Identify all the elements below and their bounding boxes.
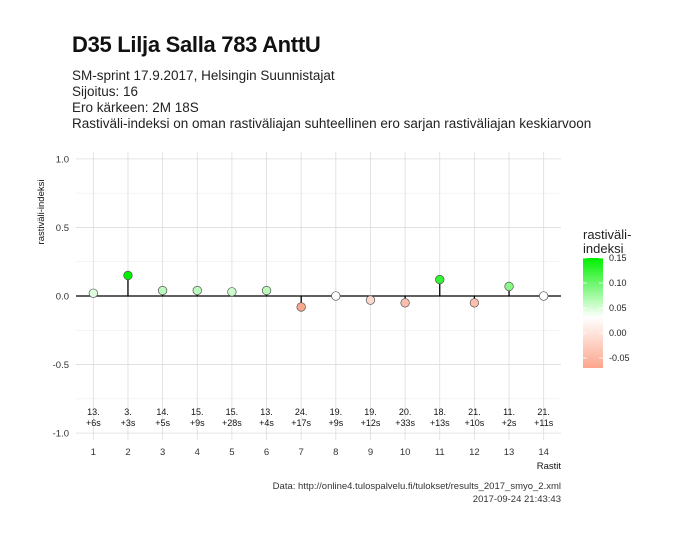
x-tick-label-10: 11 <box>435 447 445 458</box>
point-9 <box>365 295 376 305</box>
rank-label-4: 15. <box>191 407 204 417</box>
rank-label-13: 11. <box>503 407 515 417</box>
x-tick-label-4: 5 <box>229 447 234 458</box>
point-10 <box>400 298 410 308</box>
axes: -1.0-0.50.00.51.01 2 3 4 5 6 7 8 9 10 11 12 13 14Rast… <box>36 154 561 472</box>
diff-label-6: +4s <box>259 418 274 428</box>
diff-label-4: +9s <box>190 418 205 428</box>
x-tick-label-8: 9 <box>368 447 373 458</box>
subtitle-line-description: Rastiväli-indeksi on oman rastiväliajan … <box>72 116 592 131</box>
chart-title: D35 Lilja Salla 783 AnttU <box>72 32 321 57</box>
subtitle-line-gap: Ero kärkeen: 2M 18S <box>72 100 199 115</box>
x-tick-label-12: 13 <box>504 447 515 458</box>
rank-label-1: 13. <box>87 407 100 417</box>
subtitle-line-event: SM-sprint 17.9.2017, Helsingin Suunnista… <box>72 68 335 83</box>
y-tick-label-0: -1.0 <box>53 429 69 440</box>
grid-lines <box>76 152 561 440</box>
diff-label-10: +33s <box>395 418 415 428</box>
rank-label-7: 24. <box>295 407 308 417</box>
point-1 <box>88 288 98 298</box>
diff-label-3: +5s <box>155 418 170 428</box>
x-tick-label-11: 12 <box>469 447 480 458</box>
color-legend: 0.15 0.10 0.05 0.00 -0.05 <box>583 253 630 368</box>
point-14 <box>539 291 549 301</box>
legend-tick-label-3: 0.00 <box>609 328 627 338</box>
point-13 <box>504 281 514 292</box>
rank-label-5: 15. <box>226 407 239 417</box>
legend-title-line-1: rastiväli- <box>583 227 632 242</box>
diff-label-14: +11s <box>534 418 554 428</box>
y-tick-label-1: -0.5 <box>53 360 69 371</box>
control-labels: 13. 3. 14. 15. 15. 13. 24. 19. 19. 20. 18. 21. 11. 21… <box>86 407 554 428</box>
x-tick-label-6: 7 <box>299 447 304 458</box>
caption-timestamp: 2017-09-24 21:43:43 <box>472 494 561 505</box>
diff-label-5: +28s <box>222 418 242 428</box>
rank-label-12: 21. <box>468 407 481 417</box>
diff-label-12: +10s <box>465 418 485 428</box>
point-5 <box>227 287 237 297</box>
legend-tick-label-1: 0.10 <box>609 278 627 288</box>
diff-label-1: +6s <box>86 418 101 428</box>
x-tick-label-13: 14 <box>538 447 549 458</box>
legend-colorbar <box>583 258 603 368</box>
diff-label-7: +17s <box>291 418 311 428</box>
x-tick-label-3: 4 <box>195 447 200 458</box>
diff-label-2: +3s <box>121 418 136 428</box>
point-2 <box>123 270 133 281</box>
x-tick-label-7: 8 <box>333 447 338 458</box>
point-7 <box>296 302 306 312</box>
chart-subtitle: SM-sprint 17.9.2017, Helsingin Suunnista… <box>72 68 591 132</box>
y-axis-title: rastiväli-indeksi <box>36 180 47 245</box>
rank-label-11: 18. <box>433 407 446 417</box>
legend-tick-label-0: 0.15 <box>609 253 627 263</box>
rank-label-9: 19. <box>364 407 377 417</box>
rank-label-10: 20. <box>399 407 412 417</box>
point-8 <box>331 291 341 301</box>
rank-label-6: 13. <box>260 407 273 417</box>
legend-tick-label-4: -0.05 <box>609 353 630 363</box>
legend-tick-label-2: 0.05 <box>609 303 627 313</box>
x-tick-label-2: 3 <box>160 447 165 458</box>
point-3 <box>157 285 168 296</box>
subtitle-line-rank: Sijoitus: 16 <box>72 84 139 99</box>
data-marks <box>88 270 549 312</box>
y-tick-label-4: 1.0 <box>56 154 69 165</box>
point-12 <box>469 298 480 308</box>
rank-label-3: 14. <box>156 407 169 417</box>
diff-label-8: +9s <box>328 418 343 428</box>
y-tick-label-3: 0.5 <box>56 223 69 234</box>
chart-caption: Data: http://online4.tulospalvelu.fi/tul… <box>273 480 561 506</box>
rank-label-2: 3. <box>124 407 132 417</box>
rank-label-14: 21. <box>537 407 550 417</box>
legend-title: rastiväli- indeksi <box>583 228 631 256</box>
point-11 <box>435 274 445 285</box>
diff-label-13: +2s <box>502 418 517 428</box>
caption-source: Data: http://online4.tulospalvelu.fi/tul… <box>272 481 561 492</box>
diff-label-9: +12s <box>361 418 381 428</box>
x-tick-label-5: 6 <box>264 447 269 458</box>
x-tick-label-9: 10 <box>400 447 411 458</box>
rank-label-8: 19. <box>330 407 343 417</box>
x-tick-label-0: 1 <box>91 447 96 458</box>
x-axis-title: Rastit <box>537 461 562 472</box>
y-tick-label-2: 0.0 <box>56 292 69 303</box>
diff-label-11: +13s <box>430 418 450 428</box>
point-4 <box>192 285 202 296</box>
x-tick-label-1: 2 <box>125 447 130 458</box>
point-6 <box>261 285 272 296</box>
legend-title-line-2: indeksi <box>583 241 624 256</box>
